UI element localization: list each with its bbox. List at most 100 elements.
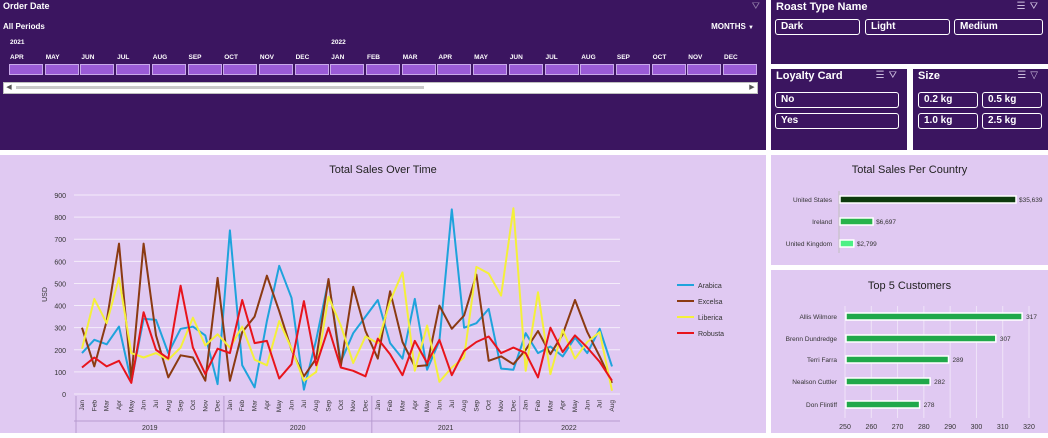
timeline-month-cell[interactable] [544,64,579,75]
x-tick-label: 260 [865,424,877,431]
timeline-month-cell[interactable] [651,64,686,75]
multi-select-icon[interactable]: ☰ [1016,1,1030,12]
x-tick-label: Mar [399,399,406,411]
timeline-month-cell[interactable] [437,64,472,75]
timeline-month-label: SEP [616,54,630,61]
timeline-month-label: MAY [474,54,488,61]
x-tick-label: 280 [918,424,930,431]
loyalty-card-slicer: Loyalty Card ☰⛛ No Yes [771,69,907,150]
series-line-robusta[interactable] [81,284,613,384]
timeline-level-dropdown[interactable]: MONTHS ▼ [711,22,754,31]
x-tick-label: Oct [338,400,345,410]
bar[interactable] [839,217,874,226]
x-tick-label: 300 [971,424,983,431]
timeline-month-cell[interactable] [9,64,43,75]
category-label: Nealson Cuttler [792,379,838,386]
slicer-item-no[interactable]: No [775,92,899,108]
size-slicer-title: Size [918,70,941,82]
clear-filter-icon[interactable]: ⛛ [751,1,760,12]
roast-type-slicer: Roast Type Name ☰⛛ Dark Light Medium [771,0,1048,64]
value-label: 317 [1026,314,1037,321]
series-line-liberica[interactable] [81,207,613,391]
series-line-excelsa[interactable] [81,242,613,384]
multi-select-icon[interactable]: ☰ [1017,70,1031,81]
filter-icon[interactable]: ▽ [1030,70,1042,81]
multi-select-icon[interactable]: ☰ [875,70,889,81]
y-tick-label: 100 [54,370,66,377]
x-tick-label: Apr [264,399,271,410]
value-label: $6,697 [876,219,896,226]
bar[interactable] [845,312,1023,321]
timeline-month-cell[interactable] [116,64,151,75]
timeline-month-cell[interactable] [258,64,293,75]
x-tick-label: Feb [535,400,542,412]
clear-filter-icon[interactable]: ⛛ [1029,1,1042,12]
slicer-item-yes[interactable]: Yes [775,113,899,129]
timeline-period-label: All Periods [3,22,45,31]
timeline-title: Order Date [3,1,50,11]
timeline-month-cell[interactable] [223,64,258,75]
timeline-month-cell[interactable] [44,64,79,75]
chart-title: Total Sales Over Time [329,164,437,176]
timeline-month-cell[interactable] [366,64,400,75]
bar[interactable] [845,400,921,409]
x-tick-label: Feb [387,400,394,412]
timeline-month-cell[interactable] [723,64,757,75]
legend-label: Robusta [698,331,724,338]
x-tick-label: Mar [252,399,259,411]
x-tick-label: Sep [473,400,480,412]
slicer-item-0-2kg[interactable]: 0.2 kg [918,92,978,108]
order-date-timeline[interactable]: Order Date ⛛ All Periods MONTHS ▼ ◀ ▶ AP… [0,0,766,150]
scroll-right-icon[interactable]: ▶ [749,84,755,91]
x-tick-label: Jan [523,400,530,411]
timeline-month-cell[interactable] [615,64,650,75]
size-slicer: Size ☰▽ 0.2 kg 0.5 kg 1.0 kg 2.5 kg [913,69,1048,150]
legend-label: Arabica [698,283,722,290]
clear-filter-icon[interactable]: ⛛ [888,70,901,81]
slicer-item-dark[interactable]: Dark [775,19,860,35]
bar[interactable] [845,377,931,386]
timeline-month-cell[interactable] [187,64,222,75]
bar[interactable] [845,355,950,364]
timeline-month-cell[interactable] [508,64,543,75]
timeline-month-cell[interactable] [294,64,329,75]
x-tick-label: 310 [997,424,1009,431]
timeline-scrollbar[interactable]: ◀ ▶ [3,82,758,94]
timeline-month-label: APR [438,54,453,61]
x-tick-label: Apr [412,399,419,410]
series-line-arabica[interactable] [81,208,613,391]
bar[interactable] [839,195,1017,204]
timeline-month-cell[interactable] [401,64,436,75]
timeline-month-label: SEP [188,54,202,61]
scroll-left-icon[interactable]: ◀ [6,84,12,91]
x-tick-label: Mar [547,399,554,411]
timeline-month-cell[interactable] [580,64,615,75]
legend-label: Excelsa [698,299,723,306]
year-group-label: 2022 [561,425,577,432]
value-label: 307 [1000,336,1011,343]
x-tick-label: Dec [510,399,517,411]
timeline-month-cell[interactable] [151,64,186,75]
timeline-month-label: FEB [367,54,380,61]
category-label: Ireland [812,219,832,226]
y-tick-label: 200 [54,348,66,355]
value-label: $2,799 [857,241,877,248]
x-tick-label: Jun [584,400,591,411]
x-tick-label: Jul [153,399,160,408]
timeline-month-cell[interactable] [80,64,115,75]
slicer-item-1-0kg[interactable]: 1.0 kg [918,113,978,129]
timeline-month-cell[interactable] [687,64,722,75]
scrollbar-track[interactable] [16,86,424,89]
slicer-item-0-5kg[interactable]: 0.5 kg [982,92,1042,108]
slicer-item-2-5kg[interactable]: 2.5 kg [982,113,1042,129]
bar[interactable] [839,239,855,248]
chevron-down-icon: ▼ [748,25,754,31]
bar[interactable] [845,334,997,343]
timeline-month-cell[interactable] [330,64,365,75]
slicer-item-light[interactable]: Light [865,19,950,35]
timeline-month-label: MAR [402,54,418,61]
y-tick-label: 600 [54,259,66,266]
timeline-level-label: MONTHS [711,22,746,31]
slicer-item-medium[interactable]: Medium [954,19,1043,35]
timeline-month-cell[interactable] [473,64,508,75]
